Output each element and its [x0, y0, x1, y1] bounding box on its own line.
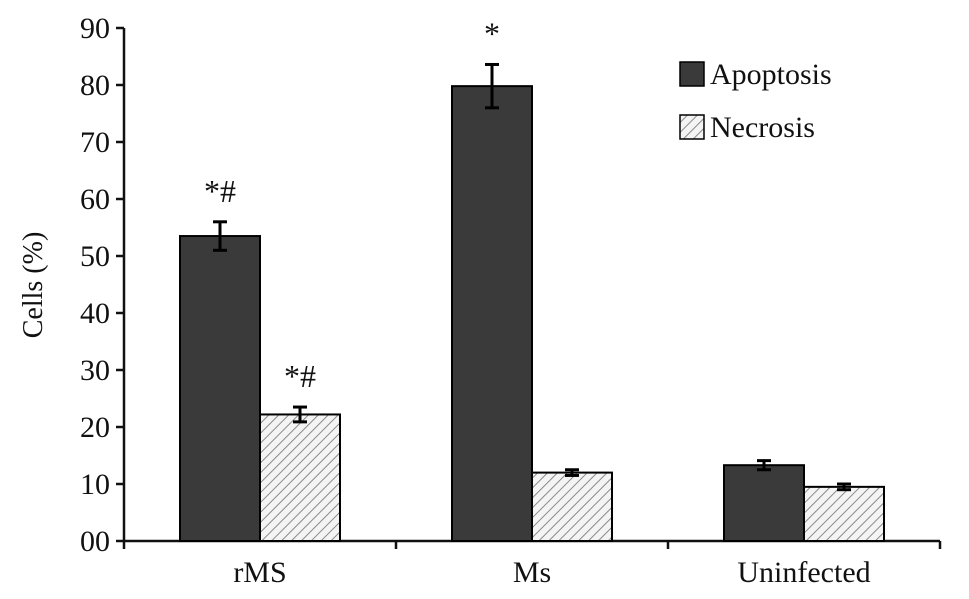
- bar-necrosis-ms: [531, 471, 613, 543]
- legend-label-necrosis: Necrosis: [710, 111, 815, 144]
- bars: [179, 62, 885, 543]
- y-tick-label: 10: [80, 468, 110, 501]
- y-tick-label: 00: [80, 525, 110, 558]
- significance-label: *#: [284, 358, 316, 394]
- significance-annotations: *# *# *: [204, 15, 500, 394]
- bar-apoptosis-uninfected: [723, 464, 805, 542]
- legend-label-apoptosis: Apoptosis: [710, 58, 832, 91]
- bar-necrosis-uninfected: [803, 485, 885, 543]
- y-tick-label: 90: [80, 12, 110, 45]
- y-tick-label: 50: [80, 240, 110, 273]
- y-tick-label: 30: [80, 354, 110, 387]
- legend-swatch-necrosis: [679, 114, 705, 140]
- y-axis: 00 10 20 30 40 50 60 70 80 90: [80, 12, 126, 558]
- bar-apoptosis-ms: [451, 85, 533, 542]
- bar-necrosis-rms: [259, 413, 341, 542]
- legend: Apoptosis Necrosis: [679, 58, 832, 144]
- y-axis-label: Cells (%): [18, 232, 49, 339]
- x-tick-label: Uninfected: [737, 556, 870, 589]
- y-tick-label: 60: [80, 183, 110, 216]
- y-tick-label: 70: [80, 126, 110, 159]
- y-tick-label: 20: [80, 411, 110, 444]
- legend-swatch-apoptosis: [679, 61, 705, 87]
- y-tick-label: 80: [80, 69, 110, 102]
- significance-label: *#: [204, 173, 236, 209]
- x-tick-label: rMS: [233, 556, 286, 589]
- x-axis: rMS Ms Uninfected: [122, 539, 942, 589]
- bar-apoptosis-rms: [179, 235, 261, 543]
- y-tick-label: 40: [80, 297, 110, 330]
- significance-label: *: [484, 15, 500, 51]
- x-tick-label: Ms: [513, 556, 551, 589]
